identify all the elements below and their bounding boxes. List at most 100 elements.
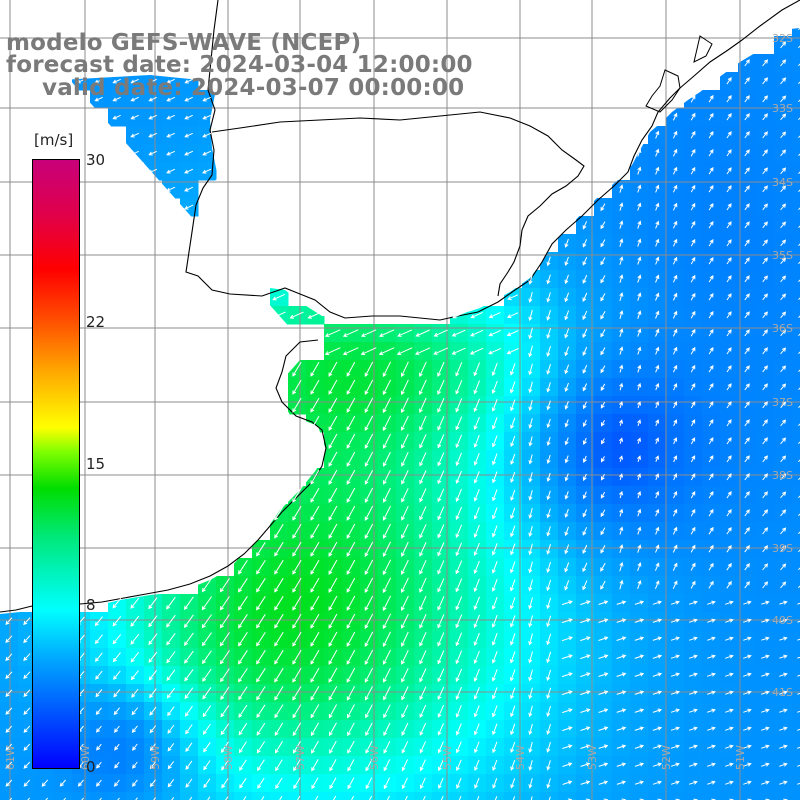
wind-arrow <box>310 523 320 539</box>
wind-arrow <box>383 469 391 485</box>
wind-arrow <box>637 184 642 193</box>
latitude-label: 38S <box>772 469 793 482</box>
wind-arrow <box>528 363 533 376</box>
wind-arrow <box>166 687 175 699</box>
wind-arrow <box>600 562 606 572</box>
wind-arrow <box>655 419 660 427</box>
wind-arrow <box>637 544 642 553</box>
wind-arrow <box>655 437 659 444</box>
wind-arrow <box>437 506 445 521</box>
wind-speed-cell <box>792 234 800 253</box>
wind-arrow <box>506 348 519 355</box>
wind-arrow <box>798 9 800 13</box>
wind-arrow <box>364 361 374 378</box>
wind-arrow <box>762 185 768 193</box>
wind-arrow <box>528 472 533 483</box>
wind-arrow <box>455 362 463 377</box>
wind-arrow <box>762 77 769 85</box>
wind-arrow <box>5 779 13 787</box>
wind-arrow <box>618 455 624 462</box>
wind-arrow <box>473 578 480 593</box>
wind-arrow <box>762 113 768 121</box>
wind-arrow <box>437 596 445 611</box>
wind-arrow <box>401 722 409 736</box>
wind-arrow <box>582 346 588 356</box>
wind-arrow <box>672 310 678 319</box>
wind-arrow <box>616 618 627 623</box>
wind-arrow <box>744 221 750 229</box>
wind-speed-cell <box>450 792 469 800</box>
wind-arrow <box>220 668 230 683</box>
wind-arrow <box>5 617 13 626</box>
wind-arrow <box>274 741 283 754</box>
wind-arrow <box>580 672 591 678</box>
wind-arrow <box>94 634 103 645</box>
wind-arrow <box>562 708 573 714</box>
wind-arrow <box>274 541 284 557</box>
wind-arrow <box>546 742 551 753</box>
wind-speed-cell <box>792 774 800 793</box>
wind-arrow <box>491 578 498 592</box>
wind-arrow <box>5 707 13 715</box>
wind-arrow <box>762 419 768 427</box>
wind-arrow <box>238 704 248 718</box>
wind-arrow <box>360 347 377 356</box>
wind-arrow <box>491 380 498 394</box>
wind-arrow <box>346 649 356 665</box>
wind-arrow <box>616 636 627 641</box>
wind-arrow <box>5 761 13 769</box>
wind-arrow <box>310 397 320 413</box>
wind-arrow <box>708 401 714 409</box>
wind-arrow <box>491 705 498 718</box>
wind-arrow <box>582 491 587 500</box>
wind-arrow <box>328 469 338 485</box>
wind-arrow <box>762 293 768 301</box>
wind-arrow <box>183 204 194 210</box>
wind-arrow <box>184 186 194 192</box>
wind-arrow <box>798 333 800 337</box>
wind-arrow <box>637 401 642 409</box>
wind-arrow <box>455 650 463 665</box>
wind-arrow <box>96 743 102 751</box>
wind-arrow <box>383 667 391 683</box>
wind-arrow <box>672 364 678 373</box>
wind-arrow <box>292 595 302 611</box>
wind-arrow <box>419 777 426 790</box>
wind-arrow <box>328 722 337 737</box>
wind-arrow <box>780 275 787 283</box>
wind-arrow <box>63 797 67 800</box>
latitude-label: 40S <box>772 614 793 627</box>
wind-arrow <box>310 722 320 737</box>
wind-arrow <box>797 710 800 713</box>
wind-arrow <box>256 542 266 557</box>
wind-arrow <box>619 419 624 426</box>
wind-arrow <box>546 633 552 646</box>
wind-arrow <box>328 397 338 413</box>
wind-arrow <box>688 708 698 713</box>
wind-arrow <box>762 491 768 499</box>
wind-arrow <box>546 490 551 501</box>
wind-arrow <box>473 668 480 682</box>
wind-arrow <box>528 597 533 610</box>
wind-speed-cell <box>342 792 361 800</box>
wind-arrow <box>469 347 484 355</box>
wind-arrow <box>708 455 714 463</box>
wind-arrow <box>414 347 431 355</box>
wind-arrow <box>670 708 680 713</box>
wind-arrow <box>582 544 588 554</box>
wind-arrow <box>744 383 750 391</box>
wind-arrow <box>415 329 430 337</box>
wind-arrow <box>652 780 663 785</box>
wind-arrow <box>491 632 498 646</box>
colorbar-unit: [m/s] <box>34 131 74 149</box>
wind-arrow <box>561 636 573 642</box>
wind-arrow <box>619 382 624 391</box>
wind-arrow <box>184 669 194 682</box>
wind-arrow <box>238 723 248 736</box>
wind-arrow <box>419 631 427 647</box>
wind-arrow <box>744 293 750 301</box>
wind-arrow <box>491 399 498 412</box>
wind-arrow <box>419 741 427 754</box>
wind-arrow <box>202 687 212 700</box>
wind-arrow <box>473 453 480 466</box>
